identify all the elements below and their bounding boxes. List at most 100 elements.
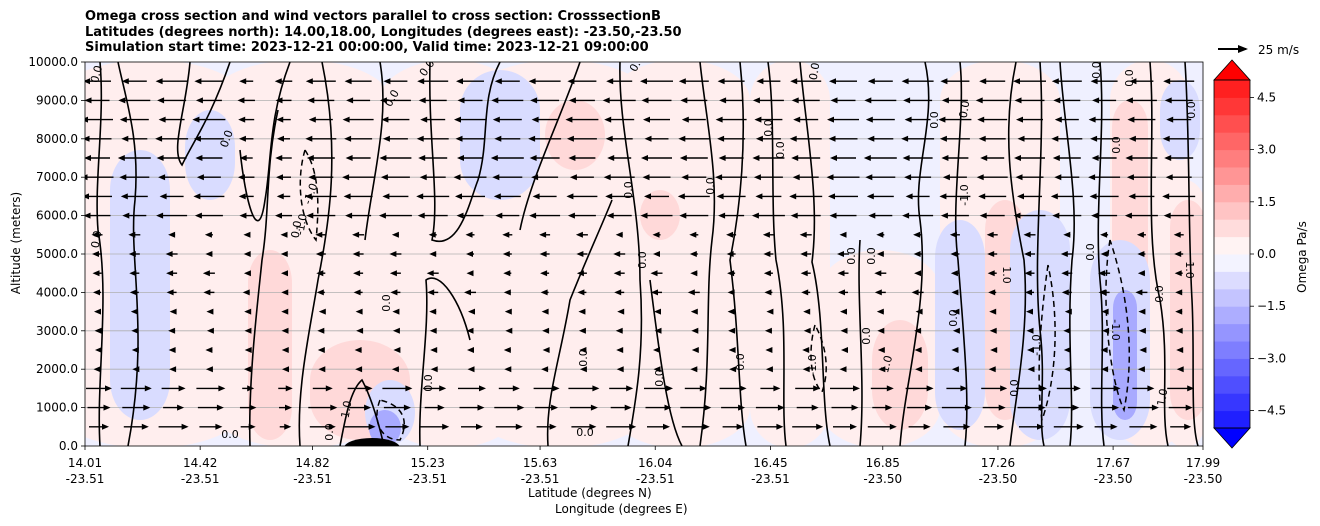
wind-vector-head [495, 212, 503, 219]
wind-vector-head [727, 308, 735, 315]
wind-vector-head [868, 212, 876, 219]
wind-vector-head [344, 135, 352, 142]
wind-vector-head [353, 289, 361, 296]
wind-vector-head [989, 327, 997, 334]
wind-vector-head [194, 78, 202, 85]
wind-vector-head [874, 270, 882, 277]
y-axis-label: Altitude (meters) [9, 191, 23, 295]
contour-line [298, 62, 333, 446]
contour-label: -1.0 [1030, 334, 1043, 355]
wind-vector-head [790, 212, 798, 219]
wind-vector-head [1060, 251, 1068, 257]
wind-vector-head [158, 116, 166, 123]
wind-vector-head [876, 231, 884, 238]
wind-vector-head [579, 347, 587, 353]
colorbar-level [1214, 271, 1250, 290]
wind-vector-head [144, 385, 152, 392]
wind-vector-head [466, 251, 473, 257]
wind-vector-head [1184, 423, 1192, 430]
wind-vector-head [1125, 97, 1133, 104]
wind-vector-head [285, 385, 293, 392]
wind-vector-head [960, 385, 968, 392]
wind-vector-head [942, 174, 950, 181]
wind-vector-head [280, 231, 288, 238]
wind-vector-head [515, 423, 523, 430]
wind-vector-head [1166, 116, 1174, 123]
wind-vector-head [539, 251, 547, 257]
wind-vector-head [979, 78, 987, 85]
wind-vector-head [663, 423, 670, 430]
wind-vector-head [766, 308, 774, 315]
x-tick-label-lat: 15.63 [523, 456, 557, 470]
wind-vector-head [456, 212, 464, 219]
y-tick-label: 6000.0 [36, 209, 78, 223]
wind-vector-head [803, 308, 811, 315]
wind-vector-head [156, 212, 164, 219]
wind-vector-head [1128, 135, 1136, 142]
wind-vector-head [718, 155, 726, 161]
x-tick-label-lat: 14.82 [295, 456, 329, 470]
x-tick-label-lon: -23.51 [181, 472, 220, 486]
wind-vector-head [567, 212, 575, 219]
wind-vector-head [876, 308, 884, 315]
y-axis-ticks: 0.0 1000.0 2000.0 3000.0 4000.0 5000.0 6000.0 7… [28, 55, 85, 453]
wind-vector-head [690, 270, 698, 277]
wind-vector-head [980, 155, 988, 161]
wind-vector-head [205, 251, 213, 257]
wind-vector-head [274, 78, 282, 85]
wind-vector-head [304, 193, 312, 200]
wind-vector-head [275, 97, 283, 104]
wind-vector-head [378, 212, 386, 219]
wind-vector-head [529, 212, 537, 219]
wind-vector-head [85, 193, 89, 200]
wind-vector-head [964, 404, 972, 411]
wind-vector-head [429, 308, 437, 315]
wind-vector-head [1126, 174, 1134, 181]
wind-vector-head [756, 78, 764, 85]
wind-vector-head [941, 155, 949, 161]
wind-vector-head [913, 231, 921, 238]
wind-vector-head [1064, 308, 1072, 315]
wind-vector-head [491, 97, 499, 104]
wind-vector-head [617, 308, 625, 315]
contour-negative-line [299, 149, 319, 242]
wind-vector-head [466, 270, 474, 277]
wind-vector-head [644, 193, 651, 200]
wind-vector-head [886, 385, 894, 392]
wind-vector-head [837, 270, 845, 277]
wind-vector-head [902, 155, 910, 161]
contour-label: 0.0 [576, 426, 594, 439]
wind-vector-head [950, 251, 958, 257]
contour-label: 1.0 [339, 400, 355, 419]
wind-vector-head [420, 116, 428, 123]
wind-vector-head [195, 97, 203, 104]
contour-label: 1.0 [1155, 388, 1171, 407]
wind-vector-head [284, 423, 292, 430]
wind-vector-head [651, 289, 658, 296]
wind-vector-head [1073, 385, 1081, 392]
wind-vector-head [602, 97, 610, 104]
wind-vector-head [120, 193, 128, 200]
wind-vector-head [1136, 231, 1144, 238]
wind-vector-head [1091, 212, 1099, 219]
wind-vector-head [614, 289, 622, 296]
wind-vector-head [85, 174, 88, 181]
wind-vector-head [390, 289, 398, 296]
wind-vector-head [95, 347, 102, 353]
wind-vector-head [911, 289, 919, 296]
title-line-2: Latitudes (degrees north): 14.00,18.00, … [85, 24, 682, 40]
wind-vector-head [729, 366, 737, 373]
colorbar: 4.5 3.0 1.5 0.0 −1.5 −3.0 −4.5 [1213, 59, 1286, 449]
wind-vector-head [1147, 385, 1155, 392]
wind-vector-head [243, 366, 251, 373]
wind-vector-head [192, 116, 200, 123]
wind-vector-head [1098, 289, 1106, 296]
wind-vector-head [1162, 135, 1170, 142]
wind-vector-head [1092, 97, 1100, 104]
wind-vector-head [317, 347, 325, 353]
contour-line [428, 62, 501, 243]
wind-vector-head [1163, 78, 1171, 85]
wind-vector-head [243, 270, 251, 277]
wind-vector-head [690, 366, 698, 373]
wind-vector-head [528, 78, 536, 85]
